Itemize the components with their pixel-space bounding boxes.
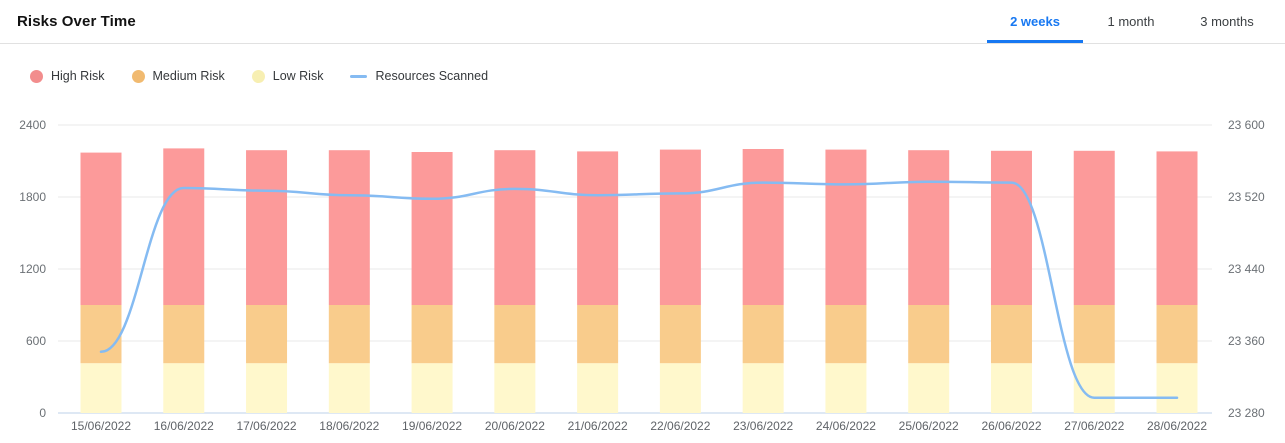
legend-label: High Risk xyxy=(51,69,105,83)
x-axis-label: 18/06/2022 xyxy=(319,419,380,433)
bar-segment-high-risk xyxy=(411,152,453,305)
bar-segment-low-risk xyxy=(742,363,784,413)
x-axis-label: 28/06/2022 xyxy=(1146,419,1208,433)
x-axis-label: 25/06/2022 xyxy=(898,419,959,433)
line-swatch-icon xyxy=(350,74,368,78)
bar-segment-medium-risk xyxy=(742,305,784,364)
bar-segment-low-risk xyxy=(328,363,370,413)
bar-segment-high-risk xyxy=(825,149,867,305)
y-axis-label-right: 23 280 xyxy=(1228,406,1265,420)
bar-segment-medium-risk xyxy=(411,305,453,364)
legend-label: Resources Scanned xyxy=(375,69,489,83)
bar-segment-high-risk xyxy=(577,151,619,305)
legend-item-low-risk[interactable]: Low Risk xyxy=(251,69,324,83)
y-axis-label-left: 2400 xyxy=(19,118,46,132)
bar-segment-medium-risk xyxy=(163,305,205,364)
y-axis-label-left: 0 xyxy=(39,406,46,420)
low-risk-dot-icon xyxy=(251,69,265,83)
bar-segment-medium-risk xyxy=(577,305,619,364)
tab-1-month[interactable]: 1 month xyxy=(1107,13,1155,29)
y-axis-label-right: 23 600 xyxy=(1228,118,1265,132)
legend-item-resources-scanned[interactable]: Resources Scanned xyxy=(350,69,488,83)
x-axis-label: 22/06/2022 xyxy=(650,419,711,433)
bar-segment-high-risk xyxy=(1156,151,1198,305)
bar-segment-medium-risk xyxy=(990,305,1032,364)
bar-segment-low-risk xyxy=(659,363,701,413)
high-risk-dot-icon xyxy=(30,69,43,83)
x-axis-label: 16/06/2022 xyxy=(153,419,214,433)
tab-2-weeks[interactable]: 2 weeks xyxy=(987,0,1083,43)
legend-label: Low Risk xyxy=(272,69,324,83)
bar-segment-medium-risk xyxy=(80,305,122,364)
y-axis-label-left: 1800 xyxy=(19,190,46,204)
bar-segment-medium-risk xyxy=(1156,305,1198,364)
bar-segment-low-risk xyxy=(494,363,536,413)
bar-segment-medium-risk xyxy=(908,305,950,364)
x-axis-label: 26/06/2022 xyxy=(981,419,1042,433)
bar-segment-high-risk xyxy=(80,152,122,305)
bar-segment-low-risk xyxy=(1073,363,1115,413)
bar-segment-medium-risk xyxy=(659,305,701,364)
bar-segment-medium-risk xyxy=(246,305,288,364)
bar-segment-high-risk xyxy=(246,150,288,305)
bar-segment-high-risk xyxy=(1073,150,1115,305)
legend-label: Medium Risk xyxy=(152,69,225,83)
x-axis-label: 20/06/2022 xyxy=(484,419,545,433)
x-axis-label: 24/06/2022 xyxy=(815,419,876,433)
legend-item-high-risk[interactable]: High Risk xyxy=(30,69,105,83)
bar-segment-medium-risk xyxy=(825,305,867,364)
bar-segment-high-risk xyxy=(742,149,784,305)
bar-segment-high-risk xyxy=(908,150,950,305)
bar-segment-high-risk xyxy=(163,148,205,305)
bar-segment-low-risk xyxy=(825,363,867,413)
widget-header: Risks Over Time 2 weeks 1 month 3 months xyxy=(0,0,1285,44)
bar-segment-low-risk xyxy=(1156,363,1198,413)
page-title: Risks Over Time xyxy=(17,13,136,30)
bar-segment-low-risk xyxy=(163,363,205,413)
bar-segment-low-risk xyxy=(990,363,1032,413)
bar-segment-medium-risk xyxy=(1073,305,1115,364)
y-axis-label-left: 600 xyxy=(25,334,46,348)
bar-segment-low-risk xyxy=(246,363,288,413)
time-range-tabs: 2 weeks 1 month 3 months xyxy=(987,0,1275,43)
x-axis-label: 17/06/2022 xyxy=(236,419,297,433)
x-axis-label: 19/06/2022 xyxy=(402,419,463,433)
bar-segment-low-risk xyxy=(411,363,453,413)
x-axis-label: 27/06/2022 xyxy=(1064,419,1125,433)
bar-segment-high-risk xyxy=(328,150,370,305)
bar-segment-low-risk xyxy=(80,363,122,413)
y-axis-label-left: 1200 xyxy=(19,262,46,276)
y-axis-label-right: 23 360 xyxy=(1228,334,1265,348)
bar-segment-medium-risk xyxy=(494,305,536,364)
legend-item-medium-risk[interactable]: Medium Risk xyxy=(131,69,225,83)
bar-segment-low-risk xyxy=(577,363,619,413)
bar-segment-high-risk xyxy=(659,149,701,305)
line-resources-scanned xyxy=(99,180,1179,399)
chart-legend: High Risk Medium Risk Low Risk Resources… xyxy=(30,63,488,89)
x-axis-label: 21/06/2022 xyxy=(567,419,628,433)
bar-segment-medium-risk xyxy=(328,305,370,364)
tab-3-months[interactable]: 3 months xyxy=(1200,13,1254,29)
bar-segment-low-risk xyxy=(908,363,950,413)
y-axis-label-right: 23 520 xyxy=(1228,190,1265,204)
x-axis-label: 23/06/2022 xyxy=(733,419,794,433)
medium-risk-dot-icon xyxy=(131,69,145,83)
bar-segment-high-risk xyxy=(494,150,536,305)
x-axis-label: 15/06/2022 xyxy=(70,419,132,433)
y-axis-label-right: 23 440 xyxy=(1228,262,1265,276)
bar-segment-high-risk xyxy=(990,150,1032,305)
